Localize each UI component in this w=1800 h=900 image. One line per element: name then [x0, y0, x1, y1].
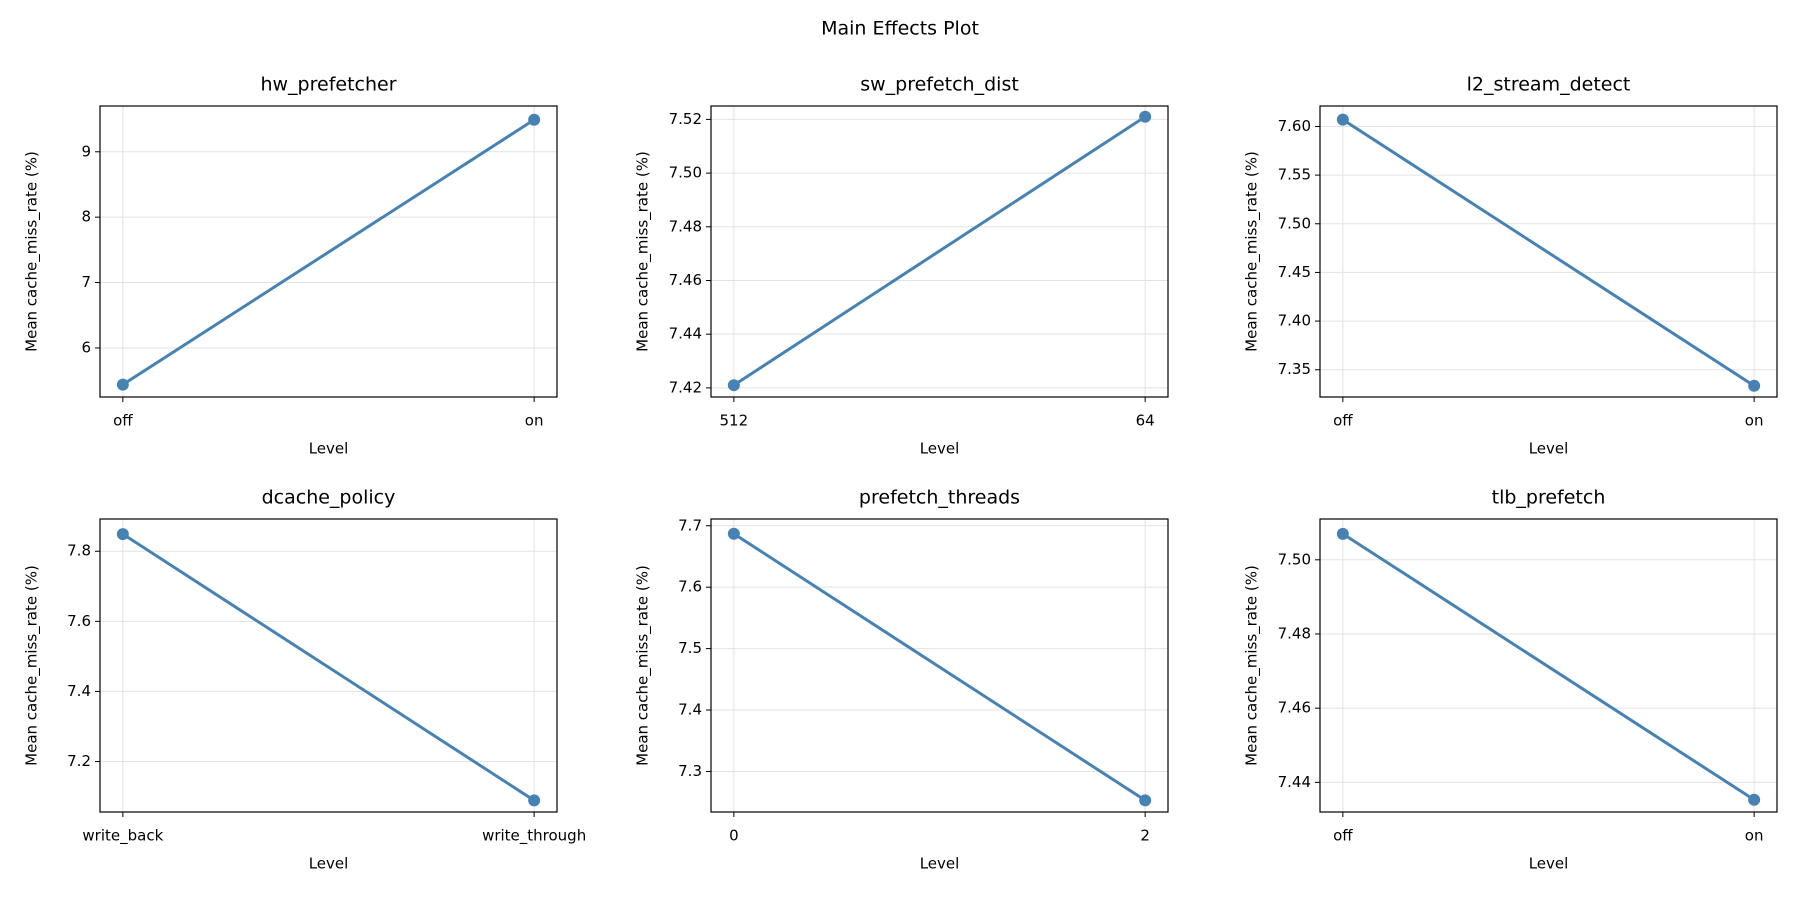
y-axis-label: Mean cache_miss_rate (%)	[23, 565, 42, 766]
subplot-title: hw_prefetcher	[260, 74, 396, 96]
x-tick-label: off	[113, 412, 133, 430]
y-axis-label: Mean cache_miss_rate (%)	[1243, 565, 1262, 766]
marker	[727, 527, 740, 540]
y-tick-label: 7.35	[1278, 360, 1311, 378]
x-axis-label: Level	[920, 440, 960, 458]
y-tick-label: 7.3	[678, 762, 702, 780]
y-tick-label: 7.44	[1278, 773, 1311, 791]
plot-frame	[99, 518, 558, 813]
y-tick-label: 7.5	[678, 639, 702, 657]
y-tick-label: 7.50	[1278, 550, 1311, 568]
marker	[1336, 527, 1349, 540]
y-tick-label: 7.7	[678, 516, 702, 534]
marker	[116, 528, 129, 541]
y-tick-label: 7.52	[669, 110, 702, 128]
subplot-title: l2_stream_detect	[1467, 74, 1631, 96]
marker	[727, 379, 740, 392]
plot-frame	[1319, 518, 1778, 813]
plot-frame	[710, 105, 1169, 398]
plot-frame	[710, 518, 1169, 813]
marker	[528, 794, 541, 807]
line	[122, 118, 535, 386]
y-axis-label: Mean cache_miss_rate (%)	[1243, 151, 1262, 352]
y-tick-label: 7.6	[678, 578, 702, 596]
y-tick-label: 7.44	[669, 325, 702, 343]
subplot-title: prefetch_threads	[859, 487, 1020, 509]
x-tick-label: 0	[729, 827, 739, 845]
y-tick-label: 7.46	[1278, 699, 1311, 717]
y-tick-label: 7.2	[67, 752, 91, 770]
marker	[1748, 793, 1761, 806]
x-tick-label: on	[1745, 412, 1764, 430]
x-axis-label: Level	[309, 855, 349, 873]
y-tick-label: 7.4	[678, 701, 702, 719]
line	[122, 532, 535, 802]
subplot-title: tlb_prefetch	[1492, 487, 1606, 509]
x-tick-label: off	[1333, 827, 1353, 845]
x-tick-label: 512	[720, 412, 749, 430]
y-axis-label: Mean cache_miss_rate (%)	[634, 565, 653, 766]
line	[1342, 532, 1755, 802]
marker	[116, 378, 129, 391]
y-tick-label: 7.45	[1278, 263, 1311, 281]
y-tick-label: 7.48	[669, 217, 702, 235]
x-tick-label: 2	[1140, 827, 1150, 845]
x-tick-label: write_back	[82, 827, 163, 846]
marker	[1748, 379, 1761, 392]
marker	[1139, 794, 1152, 807]
y-tick-label: 7.4	[67, 682, 91, 700]
y-tick-label: 8	[81, 208, 91, 226]
y-tick-label: 7.8	[67, 542, 91, 560]
x-axis-label: Level	[1529, 855, 1569, 873]
subplot-title: sw_prefetch_dist	[860, 74, 1019, 96]
y-tick-label: 6	[81, 338, 91, 356]
y-tick-label: 7.50	[1278, 214, 1311, 232]
line	[1342, 118, 1755, 388]
x-tick-label: on	[1745, 827, 1764, 845]
x-tick-label: on	[525, 412, 544, 430]
line	[733, 532, 1146, 802]
plot-frame	[1319, 105, 1778, 398]
y-axis-label: Mean cache_miss_rate (%)	[634, 151, 653, 352]
y-tick-label: 7.6	[67, 612, 91, 630]
y-tick-label: 7.40	[1278, 312, 1311, 330]
x-axis-label: Level	[1529, 440, 1569, 458]
subplot-title: dcache_policy	[262, 487, 396, 509]
x-tick-label: write_through	[482, 827, 586, 846]
y-tick-label: 7.48	[1278, 624, 1311, 642]
marker	[528, 113, 541, 126]
x-axis-label: Level	[920, 855, 960, 873]
marker	[1139, 110, 1152, 123]
line	[733, 115, 1146, 387]
x-tick-label: off	[1333, 412, 1353, 430]
y-tick-label: 7.50	[669, 164, 702, 182]
x-axis-label: Level	[309, 440, 349, 458]
y-tick-label: 7.42	[669, 378, 702, 396]
figure-title: Main Effects Plot	[821, 18, 979, 40]
marker	[1336, 113, 1349, 126]
y-axis-label: Mean cache_miss_rate (%)	[23, 151, 42, 352]
plot-frame	[99, 105, 558, 398]
y-tick-label: 7.55	[1278, 166, 1311, 184]
y-tick-label: 7.60	[1278, 117, 1311, 135]
x-tick-label: 64	[1136, 412, 1155, 430]
y-tick-label: 9	[81, 142, 91, 160]
y-tick-label: 7.46	[669, 271, 702, 289]
y-tick-label: 7	[81, 273, 91, 291]
